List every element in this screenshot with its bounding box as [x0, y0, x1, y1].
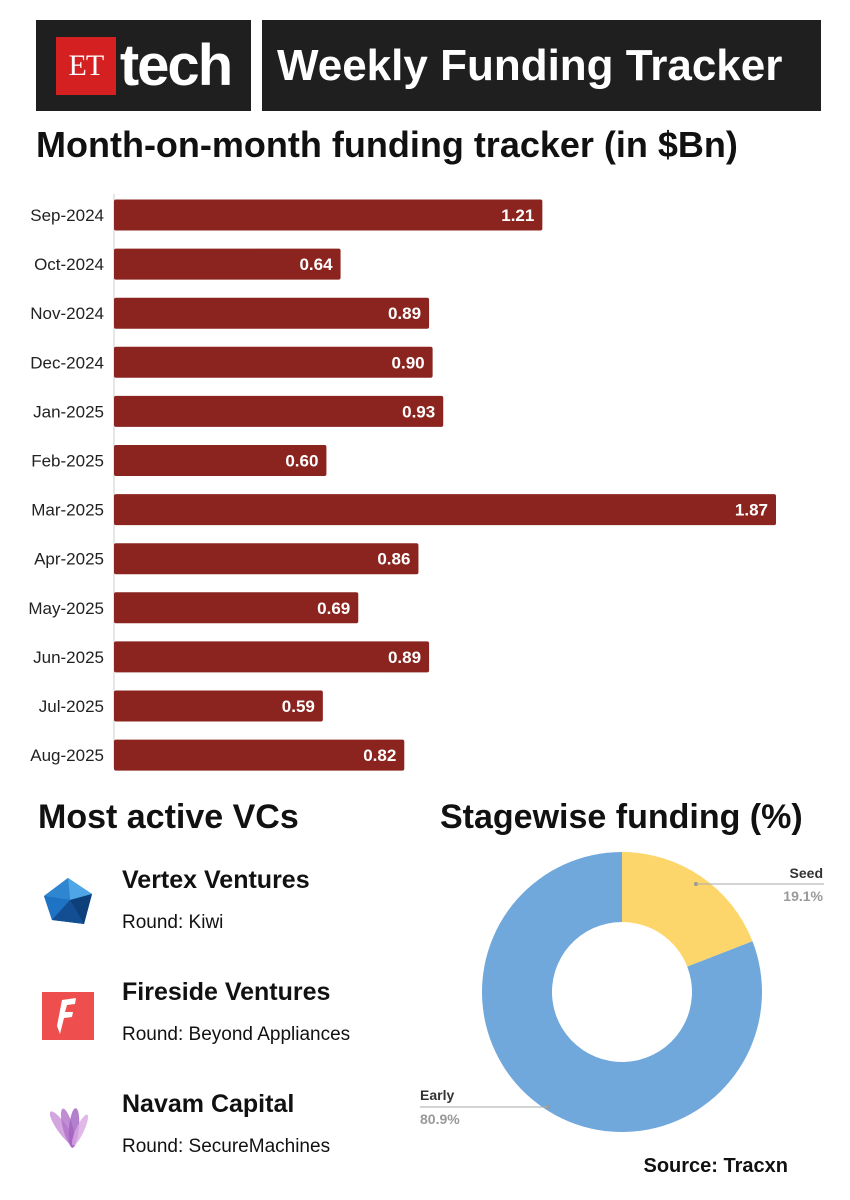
- fireside-logo-icon: [42, 992, 94, 1040]
- bar-category-label: Oct-2024: [34, 255, 104, 274]
- vc-item: Fireside Ventures Round: Beyond Applianc…: [36, 978, 416, 1068]
- navam-logo-icon: [49, 1108, 89, 1148]
- bar-category-label: Jan-2025: [33, 402, 104, 421]
- bar: [114, 395, 444, 427]
- monthly-funding-bar-chart: Sep-2024 1.21 Oct-2024 0.64 Nov-2024 0.89 Dec-…: [28, 194, 776, 771]
- bar: [114, 690, 323, 722]
- bar-value-label: 0.89: [388, 304, 421, 323]
- bar-value-label: 0.86: [377, 550, 410, 569]
- vc-name: Fireside Ventures: [122, 978, 331, 1006]
- bar-category-label: Aug-2025: [30, 746, 104, 765]
- bar-value-label: 0.82: [363, 746, 396, 765]
- page-title-banner: Weekly Funding Tracker: [262, 20, 821, 111]
- et-badge: ET: [55, 36, 116, 95]
- bar-value-label: 0.69: [317, 599, 350, 618]
- bar-category-label: Feb-2025: [31, 452, 104, 471]
- bar-value-label: 0.89: [388, 648, 421, 667]
- bar-category-label: Sep-2024: [30, 206, 104, 225]
- vc-item: Vertex Ventures Round: Kiwi: [36, 866, 416, 956]
- bar-category-label: Nov-2024: [30, 304, 104, 323]
- bar-value-label: 0.59: [282, 697, 315, 716]
- donut-slice-early: [482, 852, 762, 1132]
- vertex-logo-icon: [44, 878, 92, 924]
- bar-value-label: 1.21: [501, 206, 534, 225]
- early-pct-label: 80.9%: [420, 1111, 460, 1127]
- vc-name: Navam Capital: [122, 1090, 295, 1118]
- early-label: Early: [420, 1087, 454, 1103]
- bar-chart-title: Month-on-month funding tracker (in $Bn): [36, 124, 738, 165]
- bar-category-label: May-2025: [28, 599, 104, 618]
- vc-item: Navam Capital Round: SecureMachines: [36, 1090, 416, 1180]
- bar: [114, 592, 359, 624]
- bar-value-label: 0.60: [285, 452, 318, 471]
- source-note: Source: Tracxn: [643, 1155, 788, 1177]
- bar: [114, 739, 405, 771]
- bar: [114, 494, 776, 526]
- stagewise-donut-chart: Seed 19.1% Early 80.9%: [420, 852, 824, 1132]
- bar-category-label: Dec-2024: [30, 353, 104, 372]
- et-tech-logo: ET tech: [36, 20, 251, 111]
- bar: [114, 248, 341, 280]
- bar: [114, 199, 543, 231]
- logo-word: tech: [119, 32, 233, 98]
- bar-category-label: Mar-2025: [31, 501, 104, 520]
- bar: [114, 543, 419, 575]
- bar: [114, 641, 430, 673]
- vcs-heading: Most active VCs: [38, 798, 299, 836]
- bar-value-label: 0.90: [392, 353, 425, 372]
- seed-label: Seed: [790, 865, 823, 881]
- vc-round: Round: Kiwi: [122, 912, 224, 933]
- bar-value-label: 0.93: [402, 402, 435, 421]
- bar-category-label: Jun-2025: [33, 648, 104, 667]
- seed-pct-label: 19.1%: [783, 888, 823, 904]
- bar: [114, 346, 433, 378]
- donut-slice-seed: [622, 852, 753, 967]
- bar-value-label: 1.87: [735, 501, 768, 520]
- page-title: Weekly Funding Tracker: [277, 40, 783, 90]
- vc-name: Vertex Ventures: [122, 866, 310, 894]
- vc-round: Round: SecureMachines: [122, 1136, 331, 1157]
- vc-round: Round: Beyond Appliances: [122, 1024, 351, 1045]
- donut-chart-title: Stagewise funding (%): [440, 798, 803, 836]
- bar-value-label: 0.64: [299, 255, 333, 274]
- bar: [114, 297, 430, 329]
- bar-category-label: Jul-2025: [39, 697, 104, 716]
- bar-category-label: Apr-2025: [34, 550, 104, 569]
- bar: [114, 445, 327, 476]
